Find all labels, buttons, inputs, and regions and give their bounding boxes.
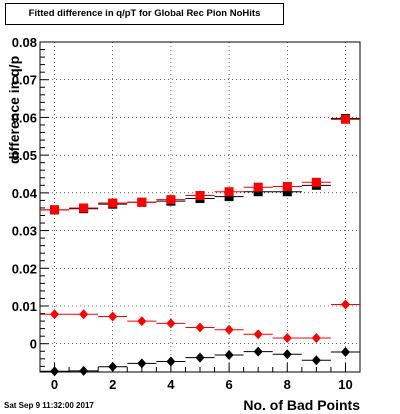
data-point-diamond xyxy=(195,352,205,363)
data-point-diamond xyxy=(253,346,263,357)
data-point-diamond xyxy=(311,355,321,366)
x-tick-label: 6 xyxy=(225,377,232,392)
y-tick-label: 0.02 xyxy=(12,261,37,276)
data-point-square xyxy=(108,198,118,208)
data-point-diamond xyxy=(224,350,234,361)
x-tick-label: 0 xyxy=(51,377,58,392)
y-tick-label: 0.04 xyxy=(12,186,38,201)
data-point-diamond xyxy=(224,324,234,335)
y-tick-label: 0.03 xyxy=(12,224,37,239)
y-tick-label: 0.01 xyxy=(12,299,37,314)
x-tick-label: 10 xyxy=(338,377,352,392)
data-point-square xyxy=(282,187,292,197)
data-point-diamond xyxy=(340,299,350,310)
data-point-diamond xyxy=(79,309,89,320)
data-point-square xyxy=(224,187,234,197)
data-point-square xyxy=(253,182,263,192)
data-point-square xyxy=(195,190,205,200)
data-point-diamond xyxy=(50,366,60,377)
data-point-diamond xyxy=(137,316,147,327)
y-tick-label: 0.08 xyxy=(12,35,37,50)
data-point-diamond xyxy=(282,333,292,344)
data-point-square xyxy=(282,181,292,191)
data-point-diamond xyxy=(340,347,350,358)
data-point-diamond xyxy=(311,333,321,344)
x-tick-label: 8 xyxy=(284,377,291,392)
data-point-diamond xyxy=(166,356,176,367)
y-tick-label: 0.05 xyxy=(12,148,37,163)
data-point-diamond xyxy=(195,322,205,333)
y-tick-label: 0 xyxy=(30,337,37,352)
chart-title: Fitted difference in q/pT for Global Rec… xyxy=(5,3,284,25)
data-point-diamond xyxy=(50,309,60,320)
data-point-square xyxy=(166,195,176,205)
x-axis-label: No. of Bad Points xyxy=(243,397,360,413)
data-point-square xyxy=(253,187,263,197)
data-point-square xyxy=(340,114,350,124)
data-point-diamond xyxy=(253,329,263,340)
data-point-diamond xyxy=(108,361,118,372)
x-tick-label: 2 xyxy=(109,377,116,392)
data-point-diamond xyxy=(79,365,89,376)
data-point-diamond xyxy=(108,311,118,322)
x-tick-label: 4 xyxy=(167,377,175,392)
data-point-diamond xyxy=(166,318,176,329)
data-point-diamond xyxy=(137,358,147,369)
data-point-square xyxy=(311,177,321,187)
y-axis-label: difference in q/p xyxy=(6,55,22,164)
data-point-square xyxy=(224,192,234,202)
data-point-square xyxy=(79,203,89,213)
data-point-square xyxy=(137,197,147,207)
timestamp: Sat Sep 9 11:32:00 2017 xyxy=(4,401,94,410)
y-tick-label: 0.06 xyxy=(12,110,37,125)
data-point-diamond xyxy=(282,349,292,360)
y-tick-label: 0.07 xyxy=(12,73,37,88)
data-point-square xyxy=(50,205,60,215)
